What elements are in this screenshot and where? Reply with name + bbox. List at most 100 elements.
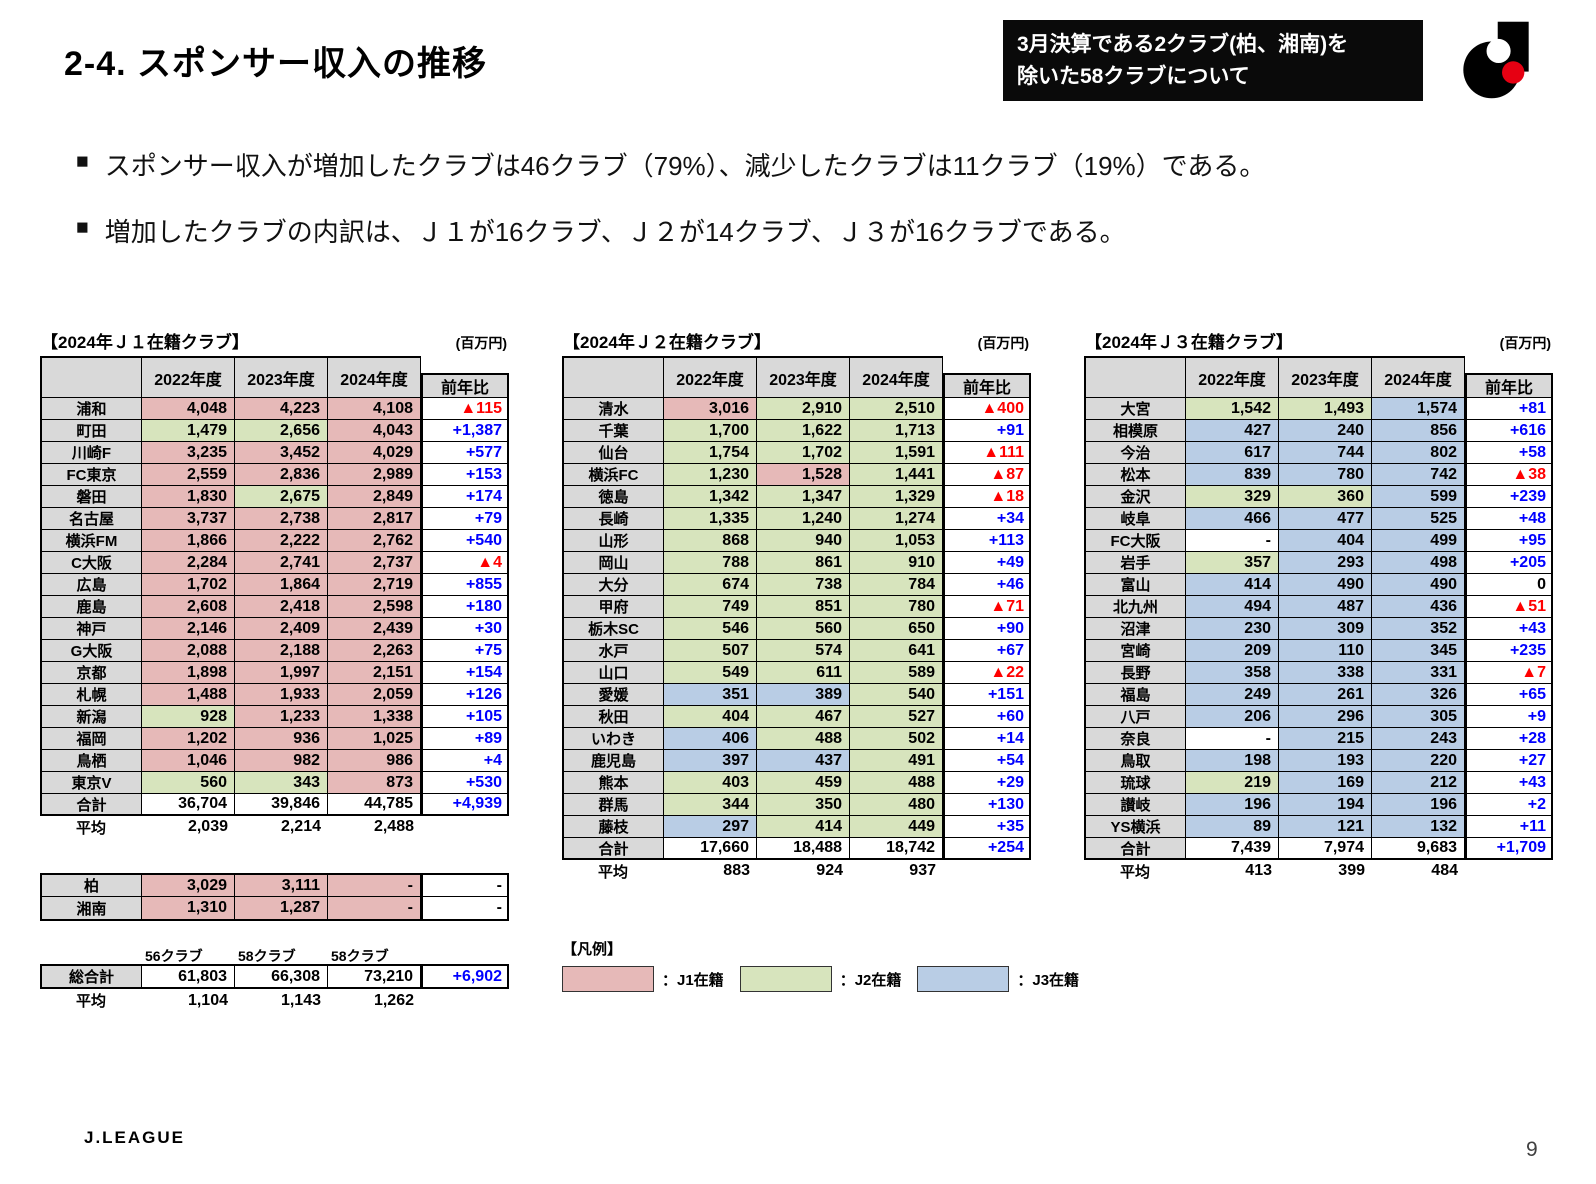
diff-cell: +130 [943,794,1031,816]
value-cell: 2,510 [850,398,943,420]
value-cell: 351 [664,684,757,706]
avg-empty-cell [421,816,509,838]
club-label-cell: YS横浜 [1084,816,1186,838]
diff-cell: +113 [943,530,1031,552]
avg-value-cell: 883 [723,862,750,879]
club-label-cell: 名古屋 [40,508,142,530]
club-label-cell: 山口 [562,662,664,684]
value-cell: 982 [235,750,328,772]
club-label-cell: 水戸 [562,640,664,662]
club-label-cell: 群馬 [562,794,664,816]
diff-cell: +65 [1465,684,1553,706]
year-header-cell: 2023年度 [757,356,850,398]
value-cell: 2,284 [142,552,235,574]
value-cell: 414 [757,816,850,838]
club-label-cell: 今治 [1084,442,1186,464]
diff-cell: ▲111 [943,442,1031,464]
value-cell: 389 [757,684,850,706]
value-cell: 466 [1186,508,1279,530]
value-cell: 212 [1372,772,1465,794]
value-cell: 1,338 [328,706,421,728]
value-cell: 549 [664,662,757,684]
club-label-cell: 宮崎 [1084,640,1186,662]
club-label-cell: C大阪 [40,552,142,574]
legend-label: ：J2在籍 [839,971,902,989]
club-label-cell: 鳥栖 [40,750,142,772]
value-cell: 4,029 [328,442,421,464]
total-diff-cell: +1,709 [1465,838,1553,860]
diff-cell: +239 [1465,486,1553,508]
diff-header-cell: 前年比 [943,356,1031,398]
page-number: 9 [1526,1138,1538,1161]
total-diff-cell: +254 [943,838,1031,860]
value-cell: 326 [1372,684,1465,706]
value-cell: 1,046 [142,750,235,772]
total-label-cell: 合計 [1084,838,1186,860]
value-cell: 198 [1186,750,1279,772]
value-cell: 674 [664,574,757,596]
diff-cell: +43 [1465,618,1553,640]
value-cell: 986 [328,750,421,772]
value-cell: 641 [850,640,943,662]
club-label-cell: 富山 [1084,574,1186,596]
value-cell: 1,866 [142,530,235,552]
value-cell: 2,222 [235,530,328,552]
diff-cell: +154 [421,662,509,684]
total-value-cell: 18,742 [850,838,943,860]
value-cell: 527 [850,706,943,728]
club-label-cell: 沼津 [1084,618,1186,640]
year-header-cell: 2022年度 [1186,356,1279,398]
value-cell: 196 [1372,794,1465,816]
diff-cell: +67 [943,640,1031,662]
value-cell: 856 [1372,420,1465,442]
value-cell: 802 [1372,442,1465,464]
club-label-cell: 北九州 [1084,596,1186,618]
value-cell: 599 [1372,486,1465,508]
value-cell: 589 [850,662,943,684]
value-cell: 132 [1372,816,1465,838]
value-cell: 437 [757,750,850,772]
club-label-cell: 松本 [1084,464,1186,486]
total-value-cell: 44,785 [328,794,421,816]
value-cell: 868 [664,530,757,552]
diff-cell: ▲4 [421,552,509,574]
avg-value-cell: 2,488 [373,818,414,835]
value-cell: 861 [757,552,850,574]
legend-label: ：J1在籍 [662,971,724,989]
diff-cell: ▲71 [943,596,1031,618]
value-cell: 839 [1186,464,1279,486]
value-cell: 928 [142,706,235,728]
value-cell: 404 [1279,530,1372,552]
value-cell: 2,738 [235,508,328,530]
value-cell: 459 [757,772,850,794]
value-cell: 650 [850,618,943,640]
club-label-cell: 新潟 [40,706,142,728]
value-cell: 2,418 [235,596,328,618]
grand-average-value-cell: 1,262 [373,991,414,1009]
value-cell: 494 [1186,596,1279,618]
value-cell: 1,441 [850,464,943,486]
value-cell: 230 [1186,618,1279,640]
value-cell: - [1186,728,1279,750]
club-label-cell: 町田 [40,420,142,442]
diff-cell: +174 [421,486,509,508]
grand-average-empty-cell [421,989,509,1012]
club-label-cell: 長崎 [562,508,664,530]
value-cell: 480 [850,794,943,816]
value-cell: 427 [1186,420,1279,442]
grand-total-label-cell: 総合計 [40,964,142,989]
diff-cell: ▲400 [943,398,1031,420]
value-cell: 169 [1279,772,1372,794]
value-cell: 487 [1279,596,1372,618]
diff-cell: +34 [943,508,1031,530]
value-cell: 357 [1186,552,1279,574]
value-cell: 215 [1279,728,1372,750]
value-cell: 611 [757,662,850,684]
diff-cell: +855 [421,574,509,596]
unit-label: (百万円) [455,335,507,351]
grand-average-row: 平均 1,104 1,143 1,262 [40,989,509,1012]
club-label-cell: 京都 [40,662,142,684]
club-label-cell: G大阪 [40,640,142,662]
diff-cell: ▲22 [943,662,1031,684]
table-j3-title: 【2024年Ｊ３在籍クラブ】 [1085,333,1293,352]
